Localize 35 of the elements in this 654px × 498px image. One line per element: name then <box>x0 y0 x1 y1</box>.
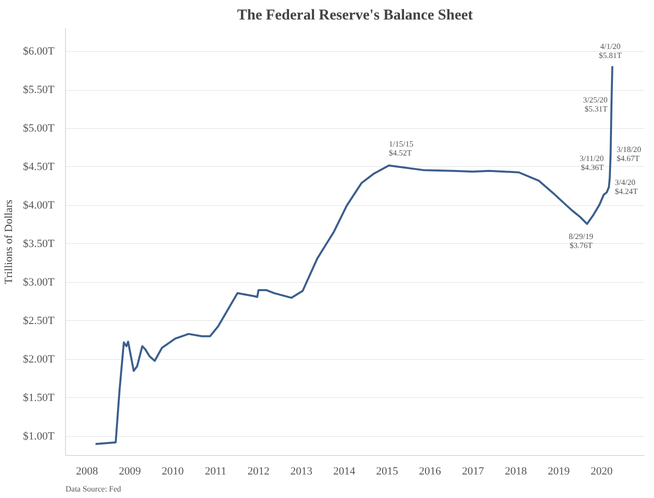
annotation: 3/25/20 $5.31T <box>583 96 608 114</box>
y-tick-label: $2.50T <box>23 314 55 327</box>
annotation: 3/11/20 $4.36T <box>580 154 604 172</box>
y-tick-label: $6.00T <box>23 46 55 58</box>
y-tick-label: $3.50T <box>23 238 55 250</box>
line-series <box>94 65 614 445</box>
x-tick-label: 2020 <box>590 466 614 478</box>
x-tick-label: 2013 <box>290 466 313 478</box>
x-tick-label: 2014 <box>333 466 356 478</box>
annotation: 3/18/20 $4.67T <box>616 144 642 163</box>
annotation: 3/4/20 $4.24T <box>614 178 638 196</box>
x-tick-label: 2018 <box>504 466 528 478</box>
x-tick-label: 2009 <box>118 466 142 478</box>
annotation: 4/1/20 $5.81T <box>598 42 622 60</box>
x-tick-label: 2011 <box>204 466 226 478</box>
x-tick-label: 2010 <box>162 466 184 478</box>
y-tick-label: $1.50T <box>23 392 55 404</box>
y-tick-label: $1.00T <box>23 430 55 442</box>
y-tick-label: $5.00T <box>23 122 55 135</box>
y-axis-title: Trillions of Dollars <box>3 200 16 284</box>
y-tick-label: $2.00T <box>23 353 55 366</box>
y-tick-label: $3.00T <box>23 276 55 288</box>
x-tick-label: 2015 <box>376 466 399 478</box>
x-tick-label: 2017 <box>462 466 484 478</box>
chart-title: The Federal Reserve's Balance Sheet <box>237 8 473 24</box>
annotation: 8/29/19 $3.76T <box>568 232 594 250</box>
y-tick-label: $4.50T <box>23 160 55 173</box>
x-tick-label: 2012 <box>248 466 270 478</box>
annotation: 1/15/15 $4.52T <box>388 139 414 158</box>
x-tick-label: 2008 <box>76 466 98 478</box>
x-tick-label: 2016 <box>419 466 442 478</box>
y-tick-label: $5.50T <box>23 84 55 96</box>
source-note: Data Source: Fed <box>66 484 122 494</box>
x-tick-label: 2019 <box>548 466 570 478</box>
y-tick-label: $4.00T <box>23 199 55 212</box>
